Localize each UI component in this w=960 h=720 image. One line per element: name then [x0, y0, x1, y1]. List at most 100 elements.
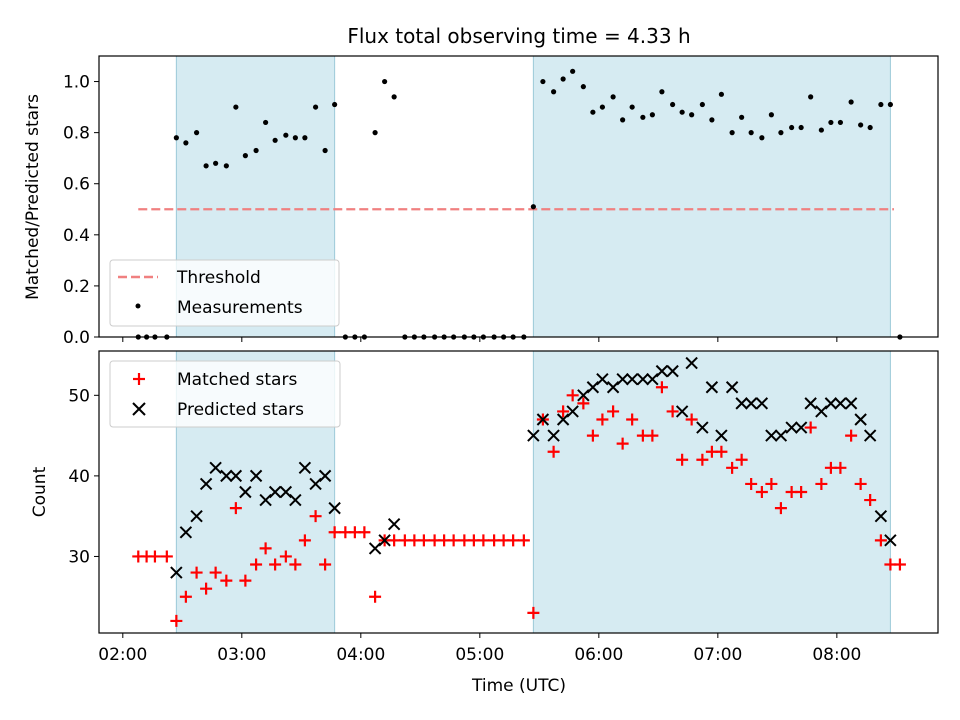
- top-x-ticks: [122, 337, 838, 342]
- matched-star-marker: [148, 550, 161, 563]
- predicted-star-markers: [170, 356, 897, 579]
- matched-star-marker: [577, 397, 590, 410]
- measurement-point: [263, 119, 269, 126]
- matched-star-marker: [774, 502, 787, 515]
- measurement-point: [867, 124, 873, 131]
- measurement-point: [590, 109, 596, 115]
- measurement-point: [551, 89, 557, 95]
- predicted-star-marker: [874, 509, 888, 523]
- predicted-star-marker: [666, 364, 679, 378]
- matched-star-marker: [755, 486, 768, 498]
- top-ytick-label: 1.0: [63, 73, 90, 93]
- predicted-star-marker: [735, 397, 748, 410]
- matched-star-marker: [547, 445, 560, 458]
- bottom-ytick-label: 30: [68, 547, 90, 567]
- matched-star-marker: [517, 534, 530, 547]
- measurement-point: [887, 101, 893, 108]
- predicted-star-marker: [220, 469, 233, 483]
- measurement-point: [213, 160, 219, 166]
- measurement-point: [599, 104, 606, 110]
- matched-star-marker: [328, 526, 341, 539]
- legend-predicted-label: Predicted stars: [177, 400, 304, 420]
- legend-measurement-swatch: [135, 303, 141, 309]
- top-legend-box: [109, 259, 340, 327]
- matched-star-marker: [200, 582, 213, 595]
- predicted-star-marker: [259, 493, 272, 507]
- predicted-star-marker: [794, 421, 808, 434]
- matched-star-marker: [190, 566, 203, 579]
- matched-star-marker: [815, 477, 828, 490]
- predicted-star-marker: [179, 526, 193, 539]
- measurement-point: [372, 130, 378, 136]
- predicted-star-marker: [289, 493, 302, 507]
- measurement-point: [253, 147, 259, 154]
- predicted-star-marker: [527, 429, 540, 442]
- predicted-star-marker: [854, 413, 867, 426]
- matched-star-marker: [527, 606, 540, 619]
- chart-title: Flux total observing time = 4.33 h: [347, 24, 690, 48]
- measurement-point: [322, 147, 328, 154]
- measurement-point: [312, 104, 319, 110]
- measurement-point: [272, 137, 278, 143]
- bottom-xtick-label: 03:00: [217, 645, 266, 665]
- measurement-point: [193, 130, 200, 136]
- predicted-star-marker: [884, 534, 897, 547]
- top-ytick-label: 0.0: [63, 328, 90, 348]
- matched-star-marker: [417, 534, 430, 547]
- matched-star-marker: [250, 558, 263, 571]
- predicted-star-marker: [725, 381, 739, 394]
- top-axes-frame: [98, 55, 939, 338]
- ratio-panel: 0.0 0.2 0.4 0.6 0.8 1.0 Matched/Predicted sta…: [23, 55, 939, 348]
- matched-star-marker: [804, 421, 817, 434]
- predicted-star-marker: [636, 372, 650, 386]
- predicted-star-marker: [616, 372, 629, 386]
- matched-star-marker: [557, 405, 570, 418]
- predicted-star-marker: [199, 477, 213, 491]
- measurement-point: [570, 68, 576, 74]
- matched-star-marker: [676, 453, 689, 466]
- measurement-point: [858, 122, 864, 128]
- bottom-xtick-label: 07:00: [693, 645, 742, 665]
- measurement-point: [759, 135, 765, 141]
- predicted-star-marker: [309, 477, 322, 491]
- bottom-xtick-label: 02:00: [98, 645, 147, 665]
- measurement-point: [818, 127, 824, 133]
- matched-star-marker: [319, 558, 332, 571]
- matched-star-marker: [170, 614, 183, 627]
- top-legend: Threshold Measurements: [109, 259, 340, 327]
- predicted-star-marker: [328, 501, 341, 515]
- matched-star-marker: [209, 566, 222, 579]
- predicted-star-marker: [696, 421, 709, 434]
- top-ytick-label: 0.8: [63, 124, 90, 144]
- matched-star-marker: [735, 453, 748, 466]
- measurement-point: [768, 112, 774, 118]
- matched-star-marker: [507, 534, 520, 547]
- measurement-point: [729, 130, 735, 136]
- measurement-point: [778, 130, 784, 136]
- matched-star-marker: [745, 477, 758, 490]
- matched-star-marker: [289, 558, 302, 571]
- predicted-star-marker: [190, 509, 203, 523]
- matched-star-marker: [239, 574, 252, 587]
- matched-star-marker: [269, 558, 282, 571]
- predicted-star-marker: [785, 421, 798, 434]
- predicted-star-marker: [744, 397, 758, 410]
- matched-star-marker: [834, 461, 847, 474]
- predicted-star-marker: [834, 397, 847, 410]
- matched-star-marker: [616, 437, 629, 450]
- matched-star-marker: [795, 486, 808, 498]
- matched-star-marker: [607, 405, 620, 418]
- top-ytick-label: 0.2: [63, 277, 90, 297]
- measurement-point: [748, 130, 754, 136]
- top-y-axis-label: Matched/Predicted stars: [23, 94, 43, 300]
- predicted-star-marker: [606, 381, 620, 394]
- measurement-point: [679, 109, 685, 115]
- matched-star-marker: [874, 534, 887, 547]
- measurement-point: [382, 78, 388, 85]
- matched-star-marker: [369, 590, 382, 603]
- matched-star-marker: [447, 534, 460, 547]
- predicted-star-marker: [755, 397, 769, 410]
- predicted-star-marker: [387, 518, 401, 531]
- matched-star-marker: [626, 413, 639, 426]
